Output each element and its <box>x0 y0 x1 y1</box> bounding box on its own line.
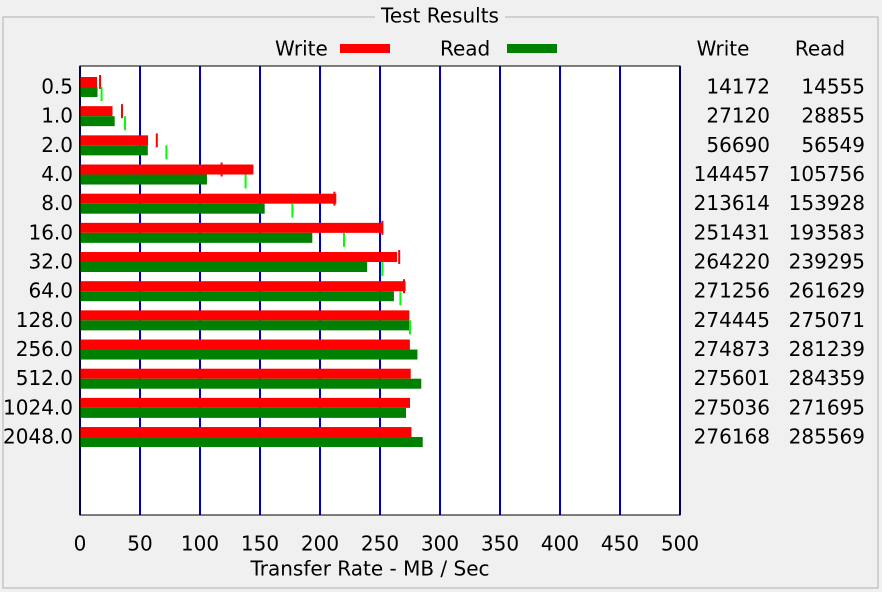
bar <box>80 77 98 87</box>
table-cell: 274445 <box>694 308 770 332</box>
bar <box>80 222 382 233</box>
x-tick-label: 450 <box>601 532 639 556</box>
x-axis-title: Transfer Rate - MB / Sec <box>250 557 490 581</box>
table-cell: 274873 <box>694 337 770 361</box>
table-cell: 264220 <box>694 250 770 274</box>
group-box <box>2 16 879 589</box>
table-cell: 28855 <box>801 104 865 128</box>
bar <box>80 397 410 408</box>
table-cell: 284359 <box>789 366 865 390</box>
y-tick-label: 128.0 <box>16 308 73 332</box>
y-tick-label: 16.0 <box>28 220 73 244</box>
table-cell: 56690 <box>706 133 770 157</box>
x-tick-label: 300 <box>421 532 459 556</box>
bar <box>80 281 406 292</box>
legend-swatch <box>507 44 557 53</box>
bar <box>80 87 98 97</box>
bar <box>80 310 410 321</box>
x-tick-label: 50 <box>127 532 152 556</box>
bar <box>80 145 148 156</box>
table-cell: 251431 <box>694 220 770 244</box>
bar <box>80 252 398 263</box>
x-tick-label: 400 <box>541 532 579 556</box>
table-cell: 213614 <box>694 191 770 215</box>
bar <box>80 106 113 117</box>
bar <box>80 193 337 204</box>
x-tick-label: 100 <box>181 532 219 556</box>
x-tick-label: 250 <box>361 532 399 556</box>
table-cell: 271256 <box>694 279 770 303</box>
x-tick-label: 500 <box>661 532 699 556</box>
bar <box>80 339 410 350</box>
bar <box>80 174 207 185</box>
chart-title: Test Results <box>380 4 499 28</box>
y-tick-label: 4.0 <box>41 162 73 186</box>
x-tick-label: 350 <box>481 532 519 556</box>
legend-label: Read <box>440 37 490 61</box>
bar <box>80 164 254 175</box>
bar <box>80 116 115 127</box>
y-tick-label: 64.0 <box>28 279 73 303</box>
bar <box>80 262 368 273</box>
table-cell: 193583 <box>789 220 865 244</box>
bar <box>80 427 412 438</box>
table-cell: 275036 <box>694 395 770 419</box>
y-tick-label: 512.0 <box>16 366 73 390</box>
plot-border <box>79 65 681 516</box>
bar <box>80 320 411 331</box>
x-tick-label: 150 <box>241 532 279 556</box>
legend-swatch <box>340 44 390 53</box>
table-cell: 144457 <box>694 162 770 186</box>
bar <box>80 349 418 360</box>
x-tick-label: 200 <box>301 532 339 556</box>
bar <box>80 203 265 214</box>
y-tick-label: 0.5 <box>41 75 73 99</box>
table-cell: 281239 <box>789 337 865 361</box>
table-cell: 239295 <box>789 250 865 274</box>
y-tick-label: 2.0 <box>41 133 73 157</box>
table-cell: 27120 <box>706 104 770 128</box>
table-cell: 285569 <box>789 425 865 449</box>
table-cell: 276168 <box>694 425 770 449</box>
table-cell: 14555 <box>801 75 865 99</box>
table-cell: 261629 <box>789 279 865 303</box>
table-cell: 271695 <box>789 395 865 419</box>
table-cell: 275601 <box>694 366 770 390</box>
table-cell: 105756 <box>789 162 865 186</box>
y-tick-label: 2048.0 <box>3 425 73 449</box>
table-cell: 275071 <box>789 308 865 332</box>
bar <box>80 378 422 389</box>
bar <box>80 407 407 418</box>
x-tick-label: 0 <box>74 532 87 556</box>
y-tick-label: 32.0 <box>28 250 73 274</box>
table-header: Read <box>795 37 845 61</box>
table-cell: 56549 <box>801 133 865 157</box>
y-tick-label: 8.0 <box>41 191 73 215</box>
bar <box>80 291 394 302</box>
bar <box>80 437 423 448</box>
table-header: Write <box>697 37 750 61</box>
table-cell: 14172 <box>706 75 770 99</box>
table-cell: 153928 <box>789 191 865 215</box>
bar <box>80 232 313 243</box>
y-tick-label: 1024.0 <box>3 395 73 419</box>
bar <box>80 135 149 146</box>
legend-label: Write <box>275 37 328 61</box>
y-tick-label: 1.0 <box>41 104 73 128</box>
bar <box>80 368 411 379</box>
y-tick-label: 256.0 <box>16 337 73 361</box>
